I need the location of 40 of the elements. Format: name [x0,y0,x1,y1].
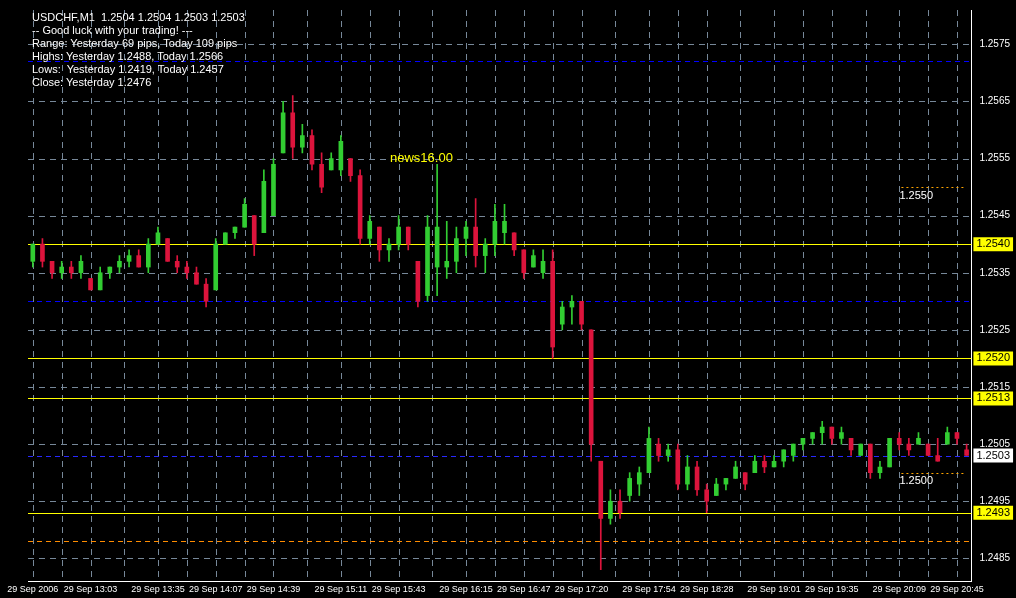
x-tick-label: 29 Sep 16:15 [439,584,493,595]
ref-line-label: 1.2520 [976,351,1011,364]
x-tick-label: 29 Sep 13:03 [63,584,118,595]
chart-title: USDCHF,M1 1.2504 1.2504 1.2503 1.2503 [32,10,245,23]
x-tick-label: 29 Sep 16:47 [496,584,551,595]
ref-line-label: 1.2500 [899,474,934,487]
annotation: Range: Yesterday 69 pips, Today 109 pips [32,36,238,49]
annotation: Lows: Yesterday 1.2419, Today 1.2457 [32,62,224,75]
y-tick-label: 1.2495 [979,494,1011,506]
y-tick-label: 1.2515 [979,380,1011,392]
x-tick-label: 29 Sep 20:45 [930,584,984,595]
x-tick-label: 29 Sep 13:35 [131,584,185,595]
y-tick-label: 1.2535 [979,266,1011,278]
x-tick-label: 29 Sep 2006 [7,584,59,595]
ref-line-label: 1.2503 [976,448,1011,461]
y-tick-label: 1.2575 [979,38,1011,50]
x-tick-label: 29 Sep 15:43 [371,584,426,595]
x-tick-label: 29 Sep 14:39 [246,584,301,595]
x-tick-label: 29 Sep 17:54 [622,584,676,595]
x-tick-label: 29 Sep 15:11 [314,584,368,595]
annotation: Highs: Yesterday 1.2488, Today 1.2566 [32,49,224,62]
y-tick-label: 1.2525 [979,323,1011,335]
y-tick-label: 1.2565 [979,95,1011,107]
annotation: Close: Yesterday 1.2476 [32,75,152,88]
y-tick-label: 1.2505 [979,437,1011,449]
x-tick-label: 29 Sep 19:01 [747,584,801,595]
y-tick-label: 1.2545 [979,209,1011,221]
x-tick-label: 29 Sep 19:35 [805,584,859,595]
ref-line-label: 1.2550 [899,188,934,201]
candlestick [444,221,450,279]
y-tick-label: 1.2485 [979,552,1011,564]
ref-line-label: 1.2540 [976,237,1011,250]
y-tick-label: 1.2555 [979,152,1011,164]
x-tick-label: 29 Sep 20:09 [872,584,926,595]
x-tick-label: 29 Sep 18:28 [679,584,734,595]
ref-line-label: 1.2513 [976,391,1011,404]
annotation: -- Good luck with your trading! --- [32,23,194,36]
x-tick-label: 29 Sep 17:20 [554,584,609,595]
x-tick-label: 29 Sep 14:07 [188,584,243,595]
ref-line-label: 1.2493 [976,505,1011,518]
